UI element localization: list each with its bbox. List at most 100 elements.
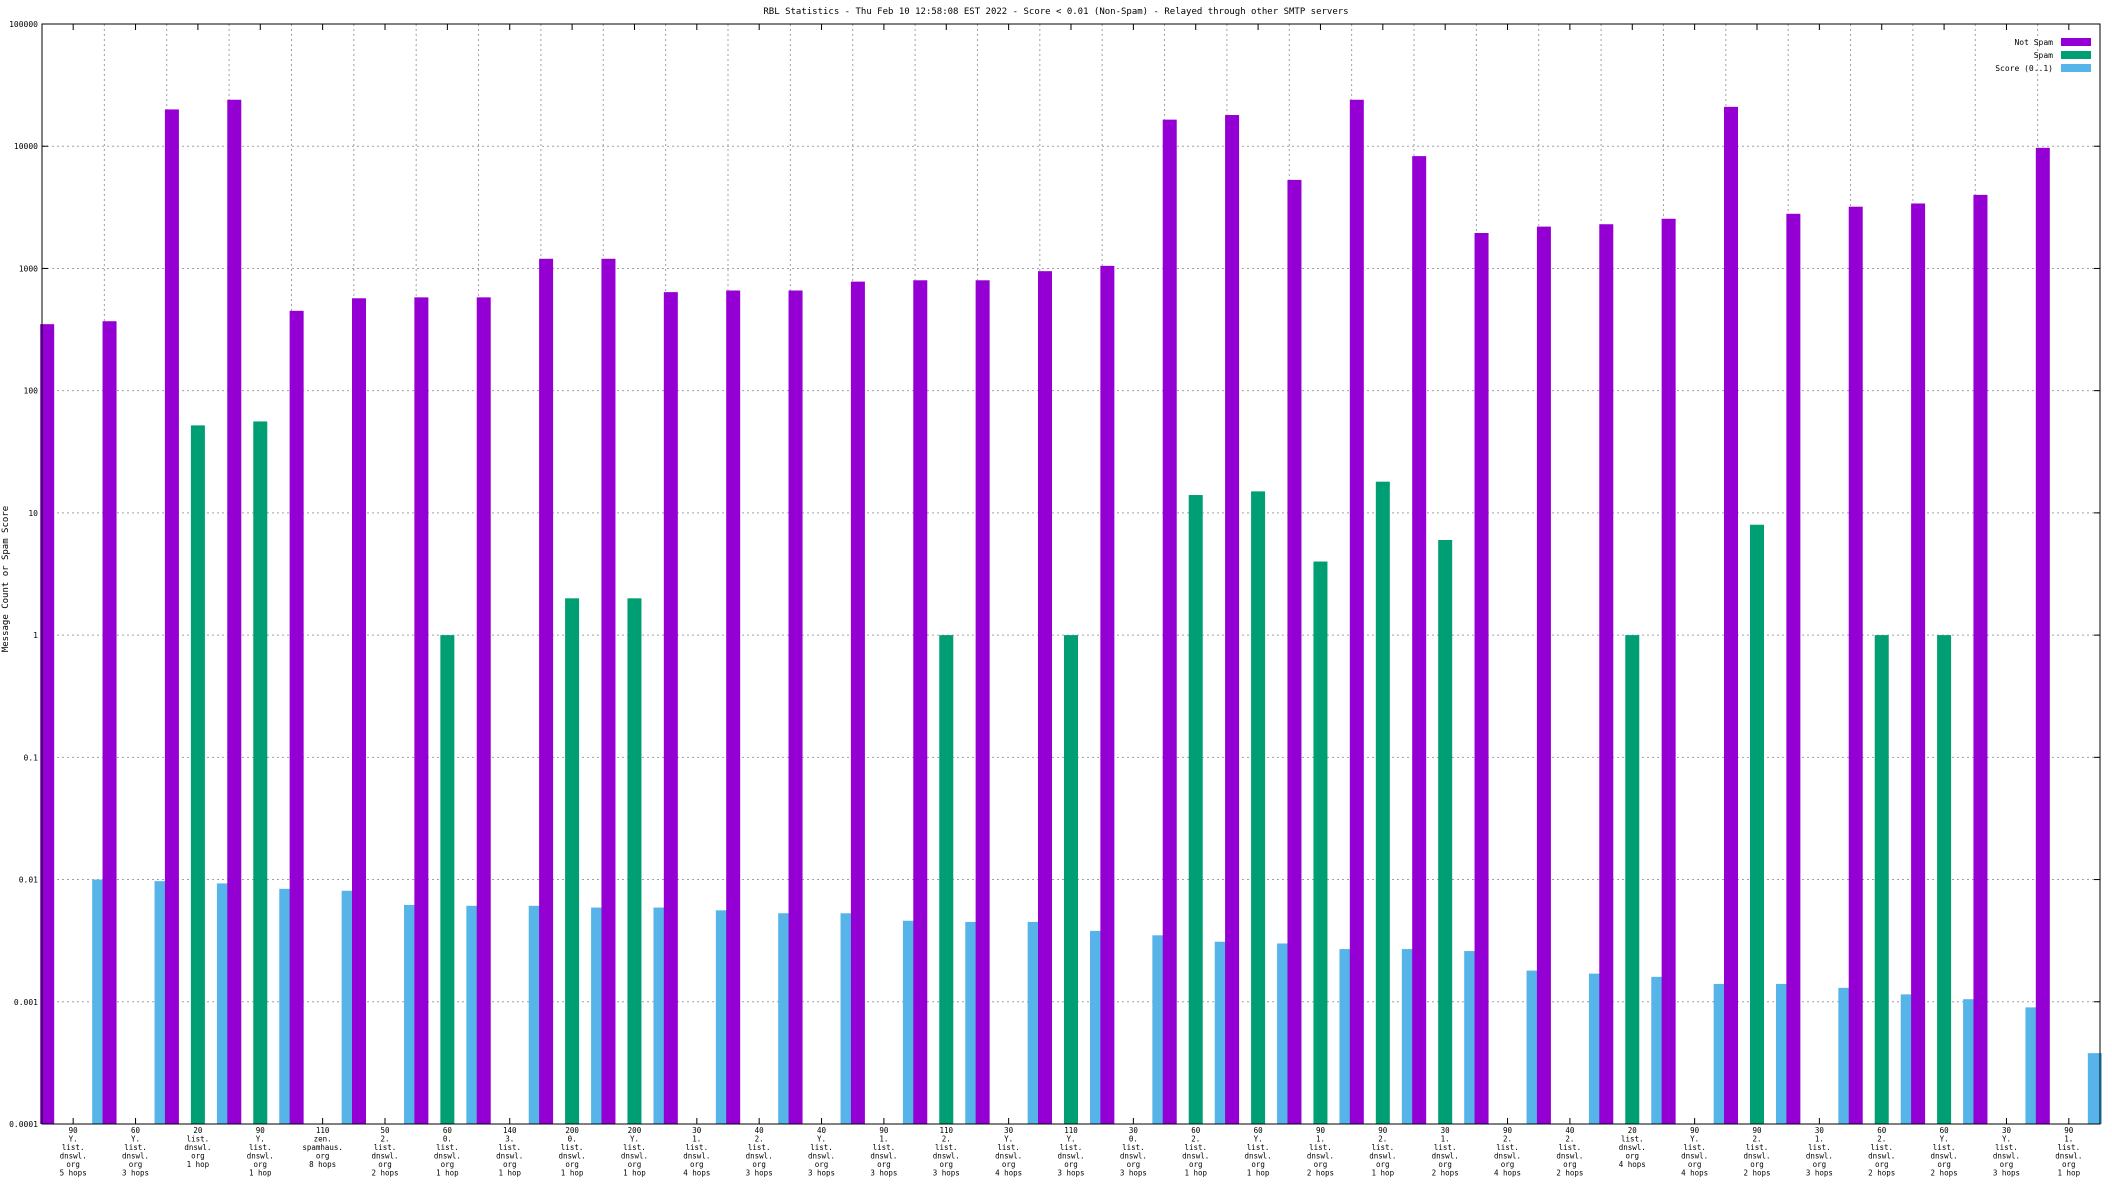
- x-tick-label: 2.: [1877, 1135, 1886, 1144]
- x-tick-label: dnswl.: [1868, 1152, 1895, 1161]
- x-tick-label: list.: [1309, 1143, 1332, 1152]
- not-spam-bar: [1661, 218, 1676, 1124]
- x-tick-label: Y.: [2002, 1135, 2011, 1144]
- x-tick-label: list.: [1808, 1143, 1831, 1152]
- x-tick-label: dnswl.: [683, 1152, 710, 1161]
- x-tick-label: 1 hop: [1184, 1169, 1207, 1178]
- x-tick-label: list.: [62, 1143, 85, 1152]
- not-spam-bar: [1100, 265, 1115, 1125]
- x-tick-label: 1 hop: [1372, 1169, 1395, 1178]
- not-spam-bar: [476, 297, 491, 1125]
- x-tick-label: 3 hops: [870, 1169, 897, 1178]
- x-tick-label: 2.: [942, 1135, 951, 1144]
- y-axis-ticks: 0.0001 0.001 0.01 0.1 1 10 100 1000 10000 100000: [9, 20, 2100, 1129]
- x-tick-label: org: [129, 1160, 143, 1169]
- x-tick-label: 1.: [879, 1135, 888, 1144]
- not-spam-bar: [663, 292, 678, 1124]
- x-tick-label: 2.: [755, 1135, 764, 1144]
- not-spam-bar: [539, 258, 554, 1124]
- x-tick-label: list.: [1870, 1143, 1893, 1152]
- x-tick-label: 1.: [2064, 1135, 2073, 1144]
- x-tick-label: org: [752, 1160, 766, 1169]
- x-tick-label: 1 hop: [2058, 1169, 2081, 1178]
- plot-frame: [41, 23, 2101, 1125]
- x-tick-label: list.: [1434, 1143, 1457, 1152]
- x-tick-label: 200: [628, 1126, 642, 1135]
- x-tick-label: dnswl.: [1681, 1152, 1708, 1161]
- y-tick-label: 0.01: [19, 876, 38, 885]
- x-tick-label: 1 hop: [498, 1169, 521, 1178]
- x-tick-label: list.: [1683, 1143, 1706, 1152]
- x-tick-label: 3 hops: [746, 1169, 773, 1178]
- x-tick-label: 40: [755, 1126, 765, 1135]
- x-tick-label: 110: [316, 1126, 330, 1135]
- not-spam-bar: [414, 297, 429, 1125]
- x-tick-label: 3 hops: [1120, 1169, 1147, 1178]
- x-tick-label: 0.: [443, 1135, 452, 1144]
- x-tick-label: 3 hops: [1993, 1169, 2020, 1178]
- x-tick-label: 1 hop: [436, 1169, 459, 1178]
- spam-bar: [1251, 491, 1266, 1124]
- x-tick-label: list.: [1995, 1143, 2018, 1152]
- x-tick-label: org: [1625, 1152, 1639, 1161]
- x-tick-label: Y.: [1940, 1135, 1949, 1144]
- x-tick-label: list.: [498, 1143, 521, 1152]
- legend-swatch: [2061, 38, 2091, 46]
- x-tick-label: org: [66, 1160, 80, 1169]
- x-tick-label: org: [1002, 1160, 1016, 1169]
- x-tick-label: list.: [935, 1143, 958, 1152]
- x-tick-label: dnswl.: [1494, 1152, 1521, 1161]
- x-tick-label: dnswl.: [2055, 1152, 2082, 1161]
- x-tick-label: 0.: [1129, 1135, 1138, 1144]
- x-tick-label: Y.: [131, 1135, 140, 1144]
- x-tick-label: 2 hops: [1307, 1169, 1334, 1178]
- x-tick-label: 4 hops: [1494, 1169, 1521, 1178]
- x-tick-label: dnswl.: [1619, 1143, 1646, 1152]
- x-tick-label: Y.: [1254, 1135, 1263, 1144]
- legend-swatch: [2061, 64, 2091, 72]
- x-tick-label: org: [877, 1160, 891, 1169]
- x-tick-label: 90: [1503, 1126, 1513, 1135]
- y-axis-label: Message Count or Spam Score: [1, 506, 11, 652]
- not-spam-bar: [227, 99, 242, 1125]
- x-tick-label: 1 hop: [249, 1169, 272, 1178]
- x-tick-label: org: [565, 1160, 579, 1169]
- x-tick-label: 1 hop: [623, 1169, 646, 1178]
- x-tick-label: list.: [1247, 1143, 1270, 1152]
- not-spam-bar: [164, 109, 179, 1124]
- x-tick-label: dnswl.: [1120, 1152, 1147, 1161]
- not-spam-bar: [601, 258, 616, 1124]
- x-tick-label: list.: [124, 1143, 147, 1152]
- x-tick-label: 40: [1565, 1126, 1575, 1135]
- x-tick-label: Y.: [1004, 1135, 1013, 1144]
- not-spam-bar: [913, 280, 928, 1124]
- x-tick-label: 140: [503, 1126, 517, 1135]
- spam-bar: [627, 598, 642, 1124]
- x-tick-label: 4 hops: [683, 1169, 710, 1178]
- x-tick-label: 60: [1191, 1126, 1201, 1135]
- x-tick-label: 3 hops: [1806, 1169, 1833, 1178]
- x-tick-label: 0.: [568, 1135, 577, 1144]
- x-tick-label: dnswl.: [247, 1152, 274, 1161]
- x-tick-label: list.: [686, 1143, 709, 1152]
- spam-bar: [1375, 481, 1390, 1124]
- x-tick-label: 110: [1064, 1126, 1078, 1135]
- x-tick-label: dnswl.: [371, 1152, 398, 1161]
- x-tick-label: zen.: [314, 1135, 332, 1144]
- x-tick-label: org: [1251, 1160, 1265, 1169]
- not-spam-bar: [1412, 156, 1427, 1124]
- x-tick-label: org: [191, 1152, 205, 1161]
- x-tick-label: 90: [1316, 1126, 1326, 1135]
- x-tick-label: org: [1750, 1160, 1764, 1169]
- x-tick-label: dnswl.: [434, 1152, 461, 1161]
- x-tick-label: dnswl.: [1432, 1152, 1459, 1161]
- x-tick-label: 30: [1004, 1126, 1014, 1135]
- x-tick-label: 3 hops: [933, 1169, 960, 1178]
- x-tick-label: 2 hops: [1868, 1169, 1895, 1178]
- x-tick-label: list.: [873, 1143, 896, 1152]
- x-tick-label: Y.: [69, 1135, 78, 1144]
- x-tick-label: 1 hop: [187, 1160, 210, 1169]
- x-tick-label: org: [815, 1160, 829, 1169]
- y-tick-label: 100: [24, 387, 39, 396]
